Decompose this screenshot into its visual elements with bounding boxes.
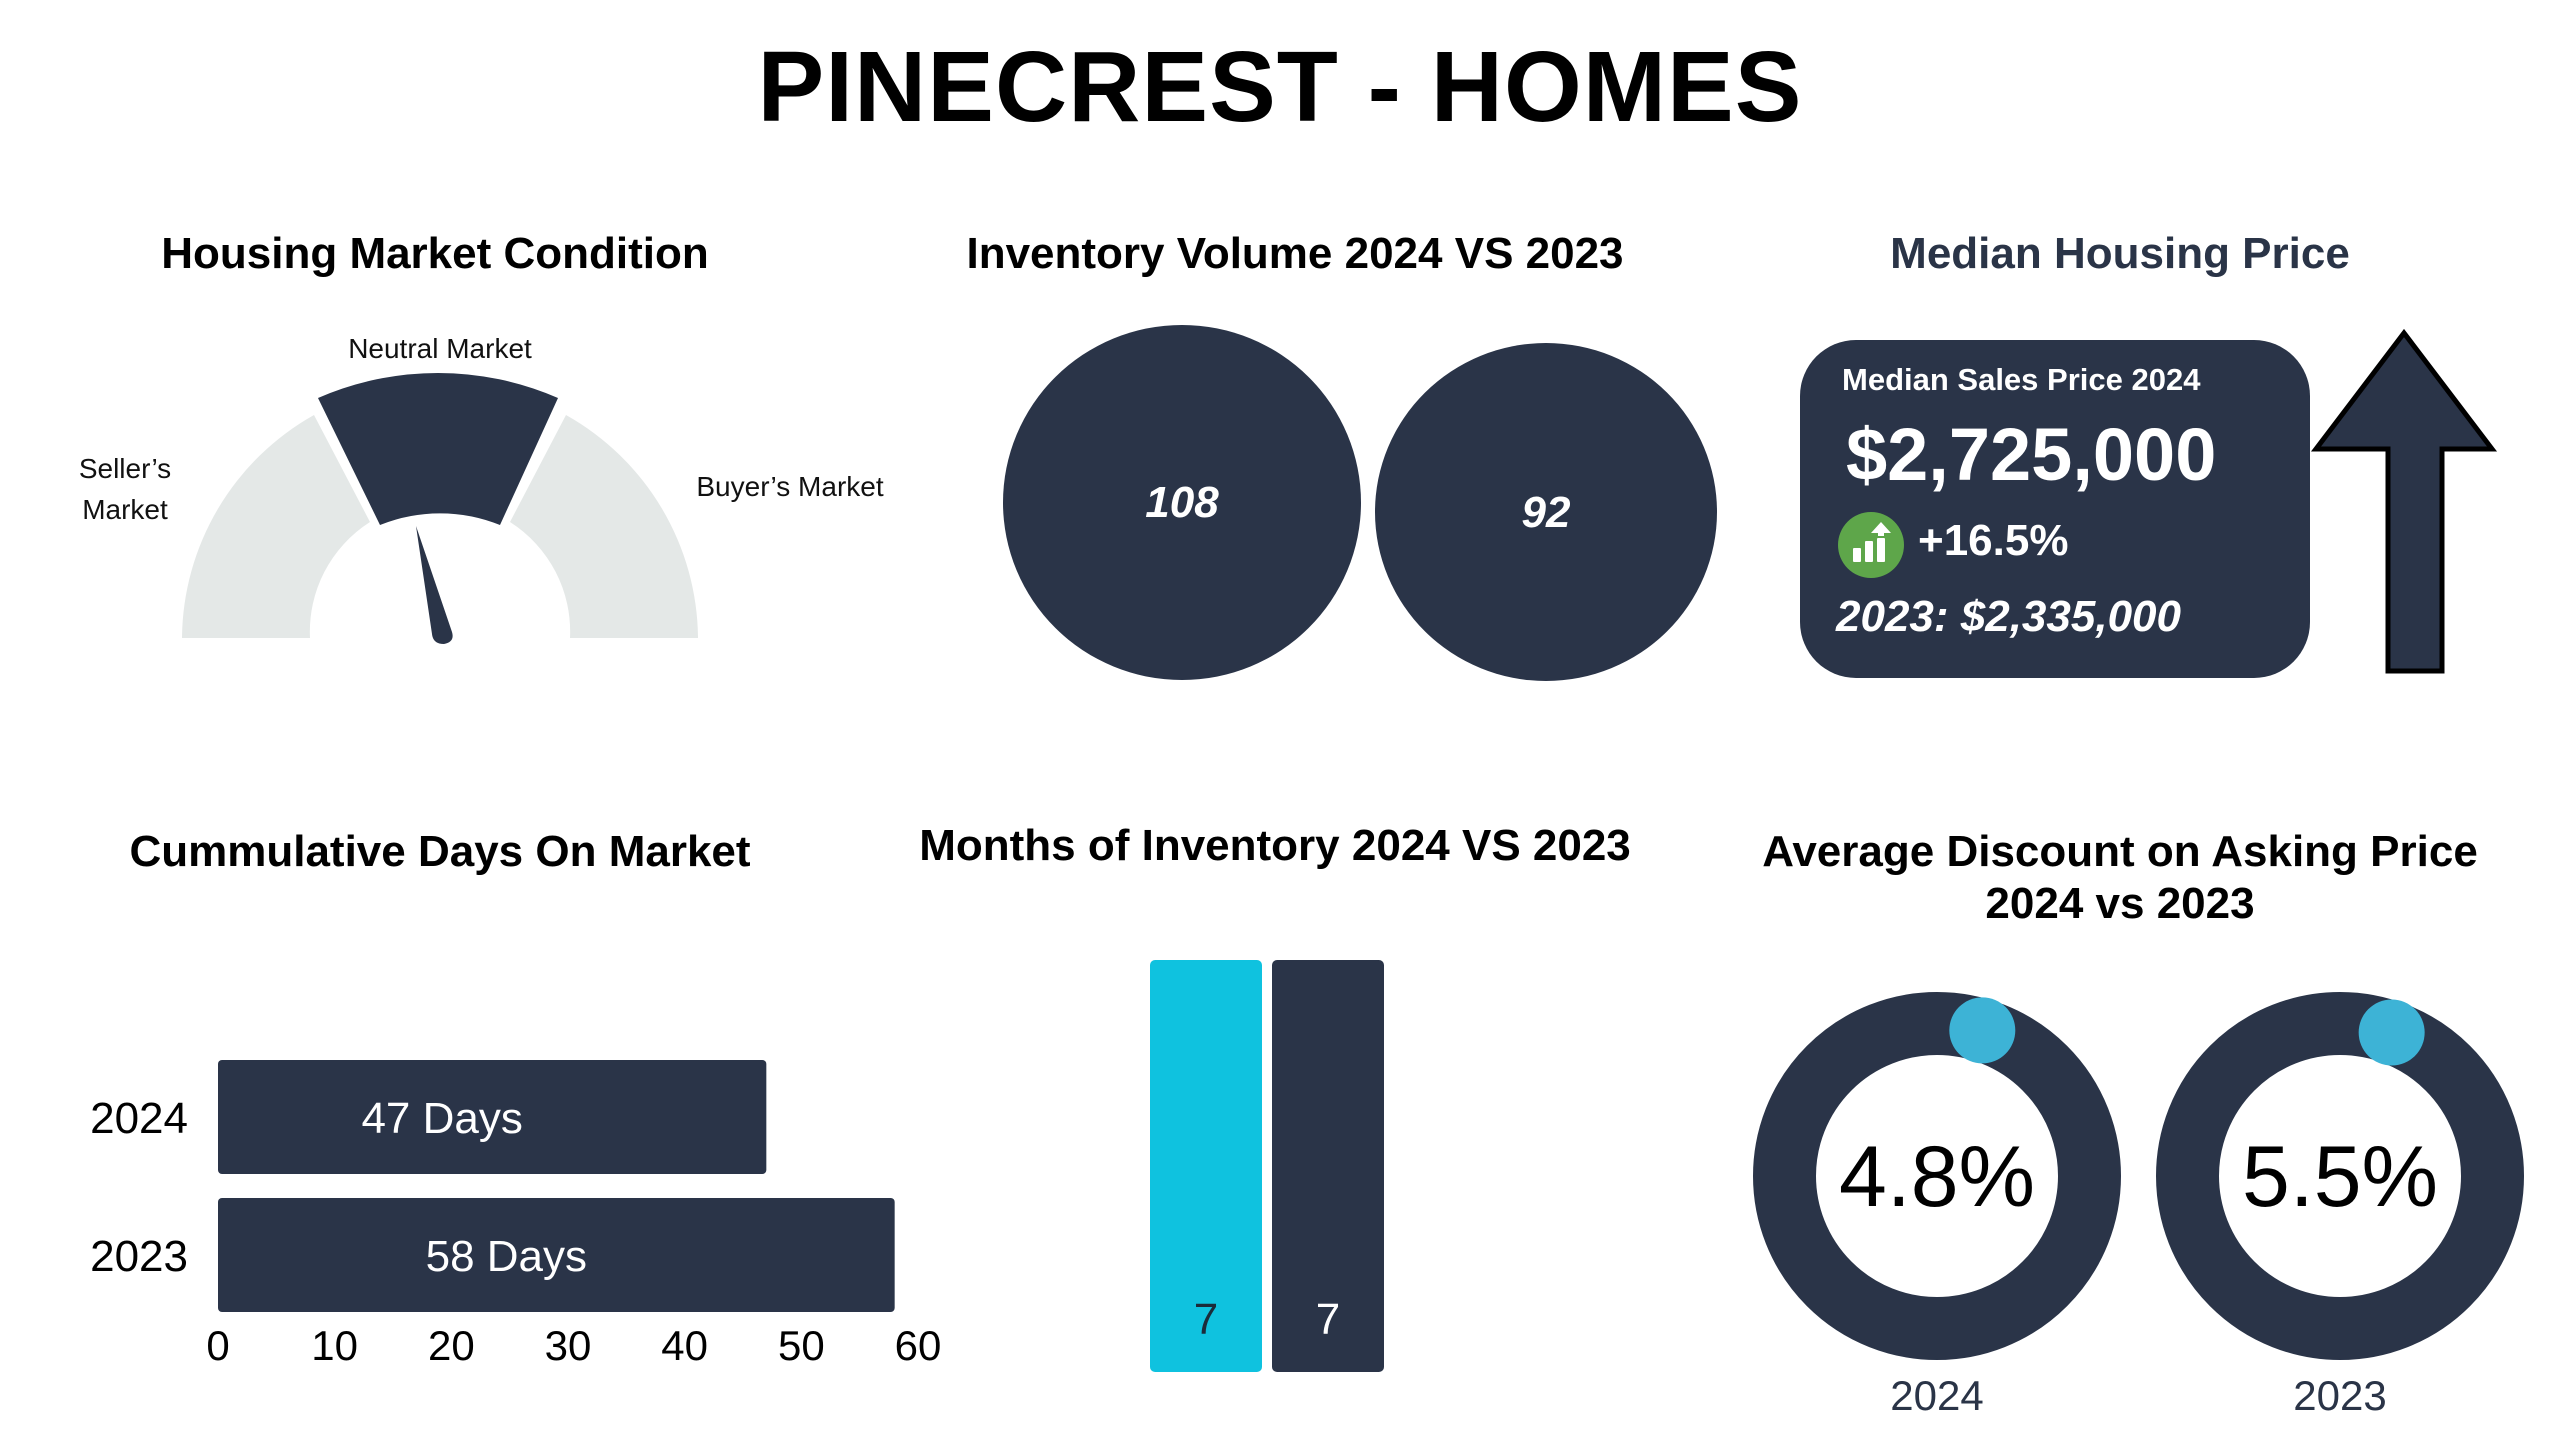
inventory-bubble-2023: [1375, 343, 1717, 681]
dom-bar-label-2024: 47 Days: [361, 1094, 522, 1143]
discount-marker-2024: [1949, 997, 2016, 1064]
days-on-market-title: Cummulative Days On Market: [129, 827, 751, 876]
discount-value-2024: 4.8%: [1839, 1129, 2035, 1225]
discount-title: Average Discount on Asking Price 2024 vs…: [1762, 827, 2478, 928]
moi-bar-label-1: 7: [1194, 1295, 1218, 1344]
up-arrow-icon: [2310, 328, 2498, 674]
days-on-market-chart: 47 Days 2024 58 Days 2023 0 10 20 30 40 50 60: [90, 1060, 942, 1369]
moi-bar-2: [1272, 960, 1384, 1372]
dom-category-2024: 2024: [90, 1094, 188, 1143]
median-price-card: Median Sales Price 2024 $2,725,000 +16.5…: [1800, 340, 2310, 678]
dom-x-tick: 60: [895, 1322, 942, 1369]
discount-year-2023: 2023: [2293, 1372, 2386, 1419]
gauge-label-sellers: Seller’s Market: [78, 453, 172, 525]
median-price-caption: Median Sales Price 2024: [1842, 362, 2201, 397]
discount-ring-2024: [1753, 992, 2121, 1360]
dom-x-tick: 0: [206, 1322, 229, 1369]
dom-category-2023: 2023: [90, 1232, 188, 1281]
market-gauge: [182, 372, 698, 644]
gauge-segment-neutral: [318, 372, 558, 525]
dom-x-tick: 40: [661, 1322, 708, 1369]
gauge-segment-buyers: [510, 415, 698, 638]
dom-bar-2024: [218, 1060, 767, 1174]
dom-bar-label-2023: 58 Days: [426, 1232, 587, 1281]
discount-marker-2023: [2358, 999, 2425, 1066]
inventory-value-2024: 108: [1145, 478, 1219, 527]
dom-x-tick: 50: [778, 1322, 825, 1369]
market-condition-title: Housing Market Condition: [161, 229, 709, 278]
inventory-volume-title: Inventory Volume 2024 VS 2023: [966, 229, 1624, 278]
gauge-label-buyers: Buyer’s Market: [696, 471, 884, 502]
page-title: PINECREST - HOMES: [757, 31, 1803, 143]
inventory-bubble-2024: [1003, 325, 1361, 680]
dom-x-tick: 10: [311, 1322, 358, 1369]
dom-x-tick: 20: [428, 1322, 475, 1369]
discount-chart: 4.8% 2024 5.5% 2023: [1753, 992, 2524, 1419]
bar-chart-up-icon: [1838, 512, 1904, 578]
months-inventory-title: Months of Inventory 2024 VS 2023: [919, 821, 1631, 870]
gauge-segment-sellers: [182, 415, 370, 638]
moi-bar-1: [1150, 960, 1262, 1372]
median-price-title: Median Housing Price: [1890, 229, 2350, 278]
inventory-value-2023: 92: [1521, 488, 1571, 537]
discount-ring-2023: [2156, 992, 2524, 1360]
dom-bar-2023: [218, 1198, 895, 1312]
moi-bar-label-2: 7: [1316, 1295, 1340, 1344]
median-price-2024: $2,725,000: [1846, 413, 2217, 496]
discount-year-2024: 2024: [1890, 1372, 1983, 1419]
gauge-needle: [416, 526, 453, 644]
discount-value-2023: 5.5%: [2242, 1129, 2438, 1225]
dom-x-tick: 30: [545, 1322, 592, 1369]
median-price-2023: 2023: $2,335,000: [1836, 592, 2181, 641]
gauge-label-neutral: Neutral Market: [348, 333, 532, 364]
median-price-change: +16.5%: [1918, 516, 2069, 565]
